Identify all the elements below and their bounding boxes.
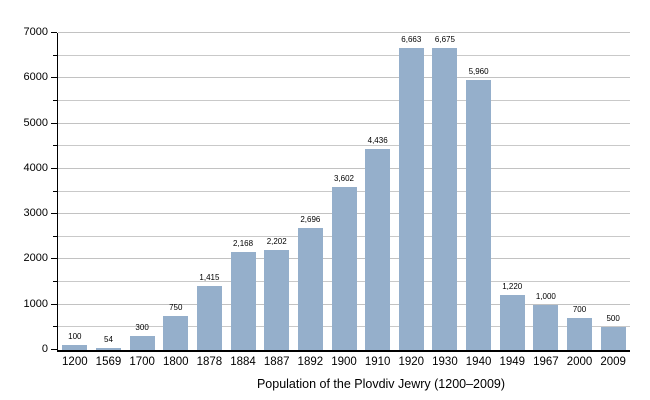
bar-value-label: 4,436 — [367, 136, 388, 146]
gridline — [58, 145, 630, 147]
bar-value-label: 6,675 — [434, 34, 455, 44]
y-axis-label: 1000 — [23, 297, 48, 310]
y-axis-tick — [53, 235, 57, 237]
plot-area: 0 1000 2000 3000 4000 5000 6000 7000 100 1200 54 15… — [24, 26, 630, 368]
bar — [466, 80, 492, 350]
bar — [129, 336, 155, 350]
y-axis-tick — [51, 349, 57, 350]
bar-value-label: 54 — [104, 334, 113, 344]
y-axis-tick — [51, 213, 57, 215]
bar-value-label: 100 — [68, 332, 82, 342]
y-axis-tick — [51, 258, 57, 260]
bar — [62, 345, 88, 350]
x-axis-label: 1887 — [263, 356, 290, 368]
x-axis-label: 1800 — [162, 356, 189, 368]
x-axis-label: 1949 — [499, 356, 526, 368]
x-axis-label: 1910 — [364, 356, 391, 368]
bar-value-label: 5,960 — [468, 67, 489, 77]
x-axis-label: 1569 — [95, 356, 122, 368]
x-axis-label: 1700 — [129, 356, 155, 368]
gridline — [58, 167, 630, 169]
bar — [365, 149, 391, 350]
bar — [95, 347, 121, 350]
y-axis-tick — [53, 54, 57, 56]
bar — [264, 250, 290, 350]
y-axis-tick — [53, 145, 57, 147]
y-axis-tick — [51, 303, 57, 305]
gridline — [58, 122, 630, 124]
bar-value-label: 2,696 — [300, 214, 321, 224]
bar — [600, 327, 626, 350]
y-axis-label: 3000 — [23, 207, 48, 220]
x-axis-label: 1200 — [62, 356, 88, 368]
y-axis-tick — [53, 190, 57, 192]
bar-value-label: 1,000 — [535, 291, 556, 301]
y-axis-label: 5000 — [23, 116, 48, 129]
x-axis-label: 1940 — [465, 356, 492, 368]
bar — [533, 304, 559, 350]
y-axis-label: 0 — [41, 343, 48, 355]
gridline — [58, 32, 630, 33]
x-axis-label: 2000 — [566, 356, 593, 368]
bar-value-label: 6,663 — [401, 35, 422, 45]
bar-value-label: 3,602 — [333, 173, 355, 183]
bar-value-label: 750 — [169, 303, 183, 313]
y-axis-label: 6000 — [23, 71, 48, 84]
bar-value-label: 1,415 — [199, 272, 220, 282]
y-axis-label: 2000 — [23, 252, 48, 265]
y-axis-tick — [51, 122, 57, 124]
y-axis-label: 4000 — [23, 161, 48, 174]
x-axis-label: 1892 — [297, 356, 324, 368]
bar — [196, 285, 222, 350]
bar — [331, 186, 357, 350]
gridline — [58, 99, 630, 101]
bar — [499, 294, 525, 350]
y-axis-tick — [53, 281, 57, 283]
bar — [163, 316, 189, 350]
y-axis-tick — [51, 32, 57, 33]
bar-value-label: 300 — [135, 323, 149, 333]
y-axis-tick — [53, 99, 57, 101]
bar — [567, 318, 593, 350]
y-axis-tick — [51, 77, 57, 79]
x-axis-label: 2009 — [600, 356, 626, 368]
bar-value-label: 500 — [606, 314, 620, 324]
x-axis-label: 1900 — [331, 356, 357, 368]
bar-value-label: 2,168 — [233, 238, 254, 248]
x-axis-label: 1878 — [196, 356, 223, 368]
bar — [432, 47, 458, 350]
bar-value-label: 1,220 — [502, 281, 523, 291]
bar-value-label: 2,202 — [266, 237, 287, 247]
x-axis-label: 1920 — [398, 356, 425, 368]
y-axis-label: 7000 — [23, 26, 48, 38]
x-axis-label: 1884 — [230, 356, 256, 368]
gridline — [58, 77, 630, 79]
bar — [230, 251, 256, 350]
x-axis-label: 1967 — [533, 356, 559, 368]
chart-title: Population of the Plovdiv Jewry (1200–20… — [256, 377, 506, 391]
y-axis-tick — [51, 167, 57, 169]
gridline — [58, 54, 630, 56]
bar-value-label: 700 — [572, 305, 587, 315]
bar — [297, 227, 323, 350]
x-axis-label: 1930 — [432, 356, 458, 368]
bar — [398, 48, 424, 350]
y-axis-tick — [53, 326, 57, 328]
